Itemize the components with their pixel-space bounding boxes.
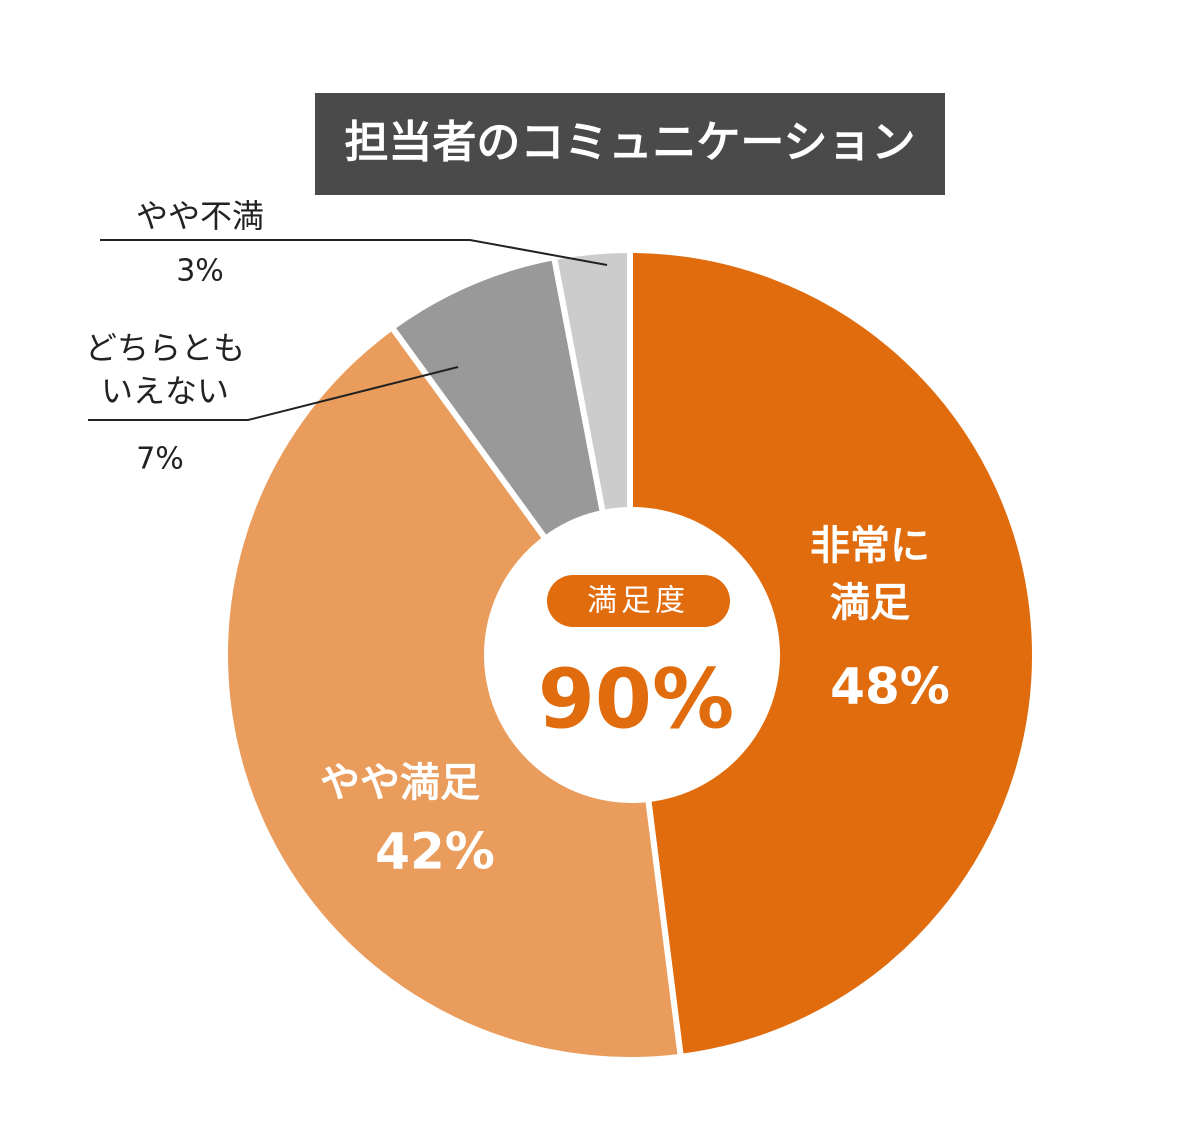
title-box <box>315 93 945 195</box>
slice <box>222 323 685 1064</box>
slice <box>627 246 1039 1061</box>
value-label: 48% <box>830 658 950 716</box>
value-label: 3% <box>176 254 224 289</box>
slice-label: 非常に <box>810 523 930 569</box>
slice-label: やや満足 <box>320 760 480 806</box>
slice-label: やや不満 <box>136 197 264 235</box>
slices <box>222 246 1039 1064</box>
slice-label: どちらとも <box>85 329 245 367</box>
chart-title: 担当者のコミュニケーション <box>344 117 915 168</box>
leader-line <box>88 366 459 421</box>
center-label: 満足度 <box>587 584 689 619</box>
slice-label: いえない <box>101 372 229 410</box>
value-label: 7% <box>136 442 184 477</box>
slice-label: 満足 <box>830 580 910 626</box>
center-value: 90% <box>538 652 734 747</box>
leader-line <box>100 239 608 266</box>
value-label: 42% <box>375 823 495 881</box>
center-badge <box>547 575 730 627</box>
